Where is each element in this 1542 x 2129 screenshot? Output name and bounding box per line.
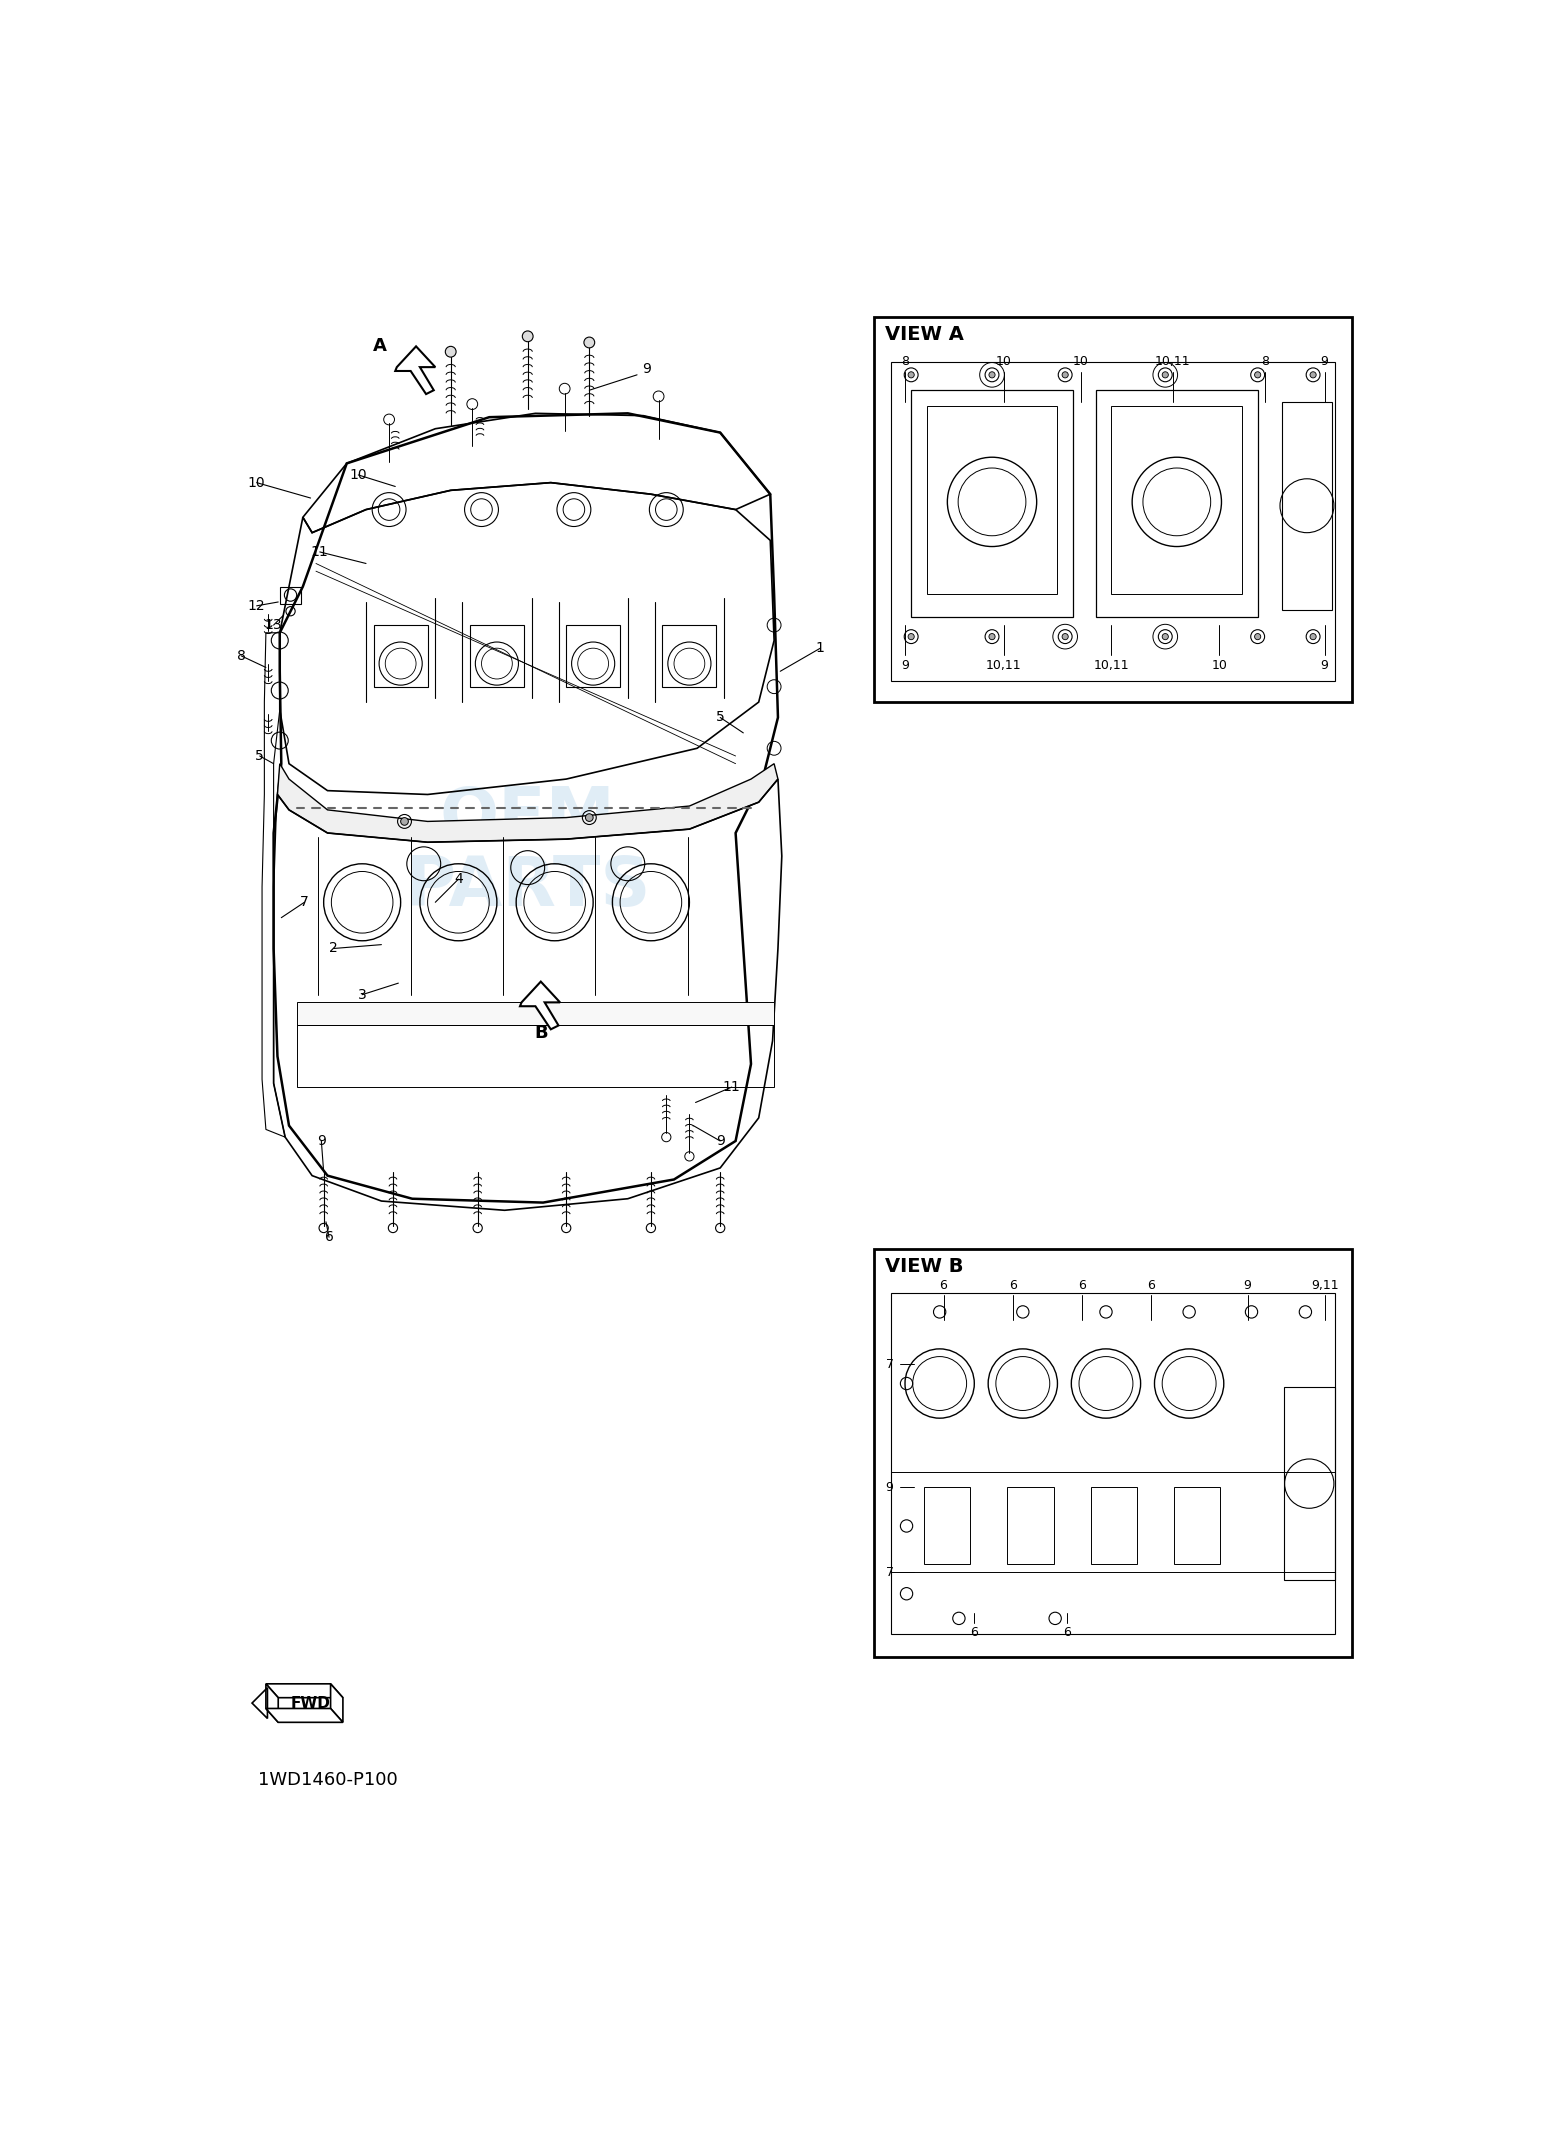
- Circle shape: [1311, 373, 1317, 379]
- Polygon shape: [395, 347, 435, 394]
- Text: 13: 13: [265, 617, 282, 632]
- Circle shape: [523, 330, 534, 343]
- Text: 7: 7: [885, 1565, 894, 1580]
- Text: PARTS: PARTS: [404, 854, 651, 920]
- Bar: [891, 1294, 1335, 1633]
- Circle shape: [908, 634, 914, 639]
- Text: 1WD1460-P100: 1WD1460-P100: [258, 1771, 398, 1788]
- Polygon shape: [330, 1684, 342, 1722]
- Bar: [1284, 1388, 1335, 1580]
- Bar: [663, 626, 717, 688]
- Bar: [1112, 407, 1243, 594]
- Text: 7: 7: [885, 1358, 894, 1371]
- Polygon shape: [265, 1684, 278, 1722]
- Circle shape: [1255, 373, 1261, 379]
- Text: 9: 9: [715, 1135, 725, 1148]
- Bar: [373, 626, 427, 688]
- Text: 3: 3: [358, 988, 367, 1001]
- Text: 9: 9: [1320, 356, 1329, 368]
- Circle shape: [1062, 373, 1069, 379]
- Text: 2: 2: [330, 941, 338, 956]
- Text: 6: 6: [1147, 1280, 1155, 1292]
- Bar: [296, 1026, 774, 1088]
- Text: 10,11: 10,11: [985, 658, 1021, 671]
- Text: 6: 6: [1062, 1627, 1070, 1639]
- Text: 6: 6: [970, 1627, 978, 1639]
- Bar: [874, 1250, 1352, 1656]
- Text: 8: 8: [237, 649, 245, 662]
- Text: 9: 9: [318, 1135, 325, 1148]
- Bar: [891, 362, 1335, 681]
- Circle shape: [1255, 634, 1261, 639]
- Circle shape: [586, 813, 594, 822]
- Bar: [470, 626, 524, 688]
- Bar: [924, 1488, 970, 1565]
- Text: 9: 9: [643, 362, 651, 377]
- Bar: [566, 626, 620, 688]
- Text: 10: 10: [350, 468, 367, 481]
- Text: 9: 9: [1244, 1280, 1252, 1292]
- Text: 8: 8: [901, 356, 908, 368]
- Text: VIEW A: VIEW A: [885, 326, 964, 345]
- Circle shape: [988, 373, 995, 379]
- Circle shape: [1163, 373, 1169, 379]
- Text: 6: 6: [1078, 1280, 1086, 1292]
- Text: FWD: FWD: [290, 1695, 330, 1710]
- Text: 10: 10: [1073, 356, 1089, 368]
- Text: 4: 4: [453, 873, 463, 886]
- Bar: [874, 317, 1352, 703]
- Text: OEM: OEM: [439, 783, 615, 852]
- Bar: [296, 1003, 774, 1026]
- Text: 10: 10: [996, 356, 1012, 368]
- Text: 10: 10: [1210, 658, 1227, 671]
- Text: 10: 10: [248, 475, 265, 490]
- Text: 1: 1: [816, 641, 825, 656]
- Polygon shape: [265, 1707, 342, 1722]
- Bar: [279, 588, 301, 603]
- Text: 8: 8: [1261, 356, 1269, 368]
- Text: 10,11: 10,11: [1155, 356, 1190, 368]
- Circle shape: [988, 634, 995, 639]
- Text: 7: 7: [301, 896, 308, 909]
- Bar: [1283, 402, 1332, 609]
- Circle shape: [401, 818, 409, 826]
- Text: 5: 5: [715, 711, 725, 724]
- Text: B: B: [535, 1024, 549, 1043]
- Bar: [1096, 390, 1258, 617]
- Text: 6: 6: [1008, 1280, 1016, 1292]
- Bar: [1090, 1488, 1136, 1565]
- Bar: [1173, 1488, 1220, 1565]
- Text: 9: 9: [885, 1482, 893, 1495]
- Bar: [1007, 1488, 1053, 1565]
- Text: 10,11: 10,11: [1093, 658, 1129, 671]
- Text: 6: 6: [325, 1231, 333, 1243]
- Polygon shape: [520, 981, 560, 1028]
- Text: 11: 11: [311, 545, 328, 560]
- Text: 12: 12: [248, 598, 265, 613]
- Circle shape: [446, 347, 456, 358]
- Bar: [911, 390, 1073, 617]
- Circle shape: [584, 336, 595, 347]
- Polygon shape: [278, 764, 779, 843]
- Text: 5: 5: [256, 749, 264, 762]
- Circle shape: [908, 373, 914, 379]
- Polygon shape: [265, 1684, 342, 1697]
- Text: VIEW B: VIEW B: [885, 1256, 964, 1275]
- Text: 11: 11: [723, 1079, 740, 1094]
- Circle shape: [1062, 634, 1069, 639]
- Text: 9: 9: [901, 658, 908, 671]
- Text: 9,11: 9,11: [1311, 1280, 1338, 1292]
- Text: 9: 9: [1320, 658, 1329, 671]
- Bar: [927, 407, 1058, 594]
- Text: 6: 6: [939, 1280, 947, 1292]
- Circle shape: [1163, 634, 1169, 639]
- Circle shape: [1311, 634, 1317, 639]
- Text: A: A: [373, 336, 387, 356]
